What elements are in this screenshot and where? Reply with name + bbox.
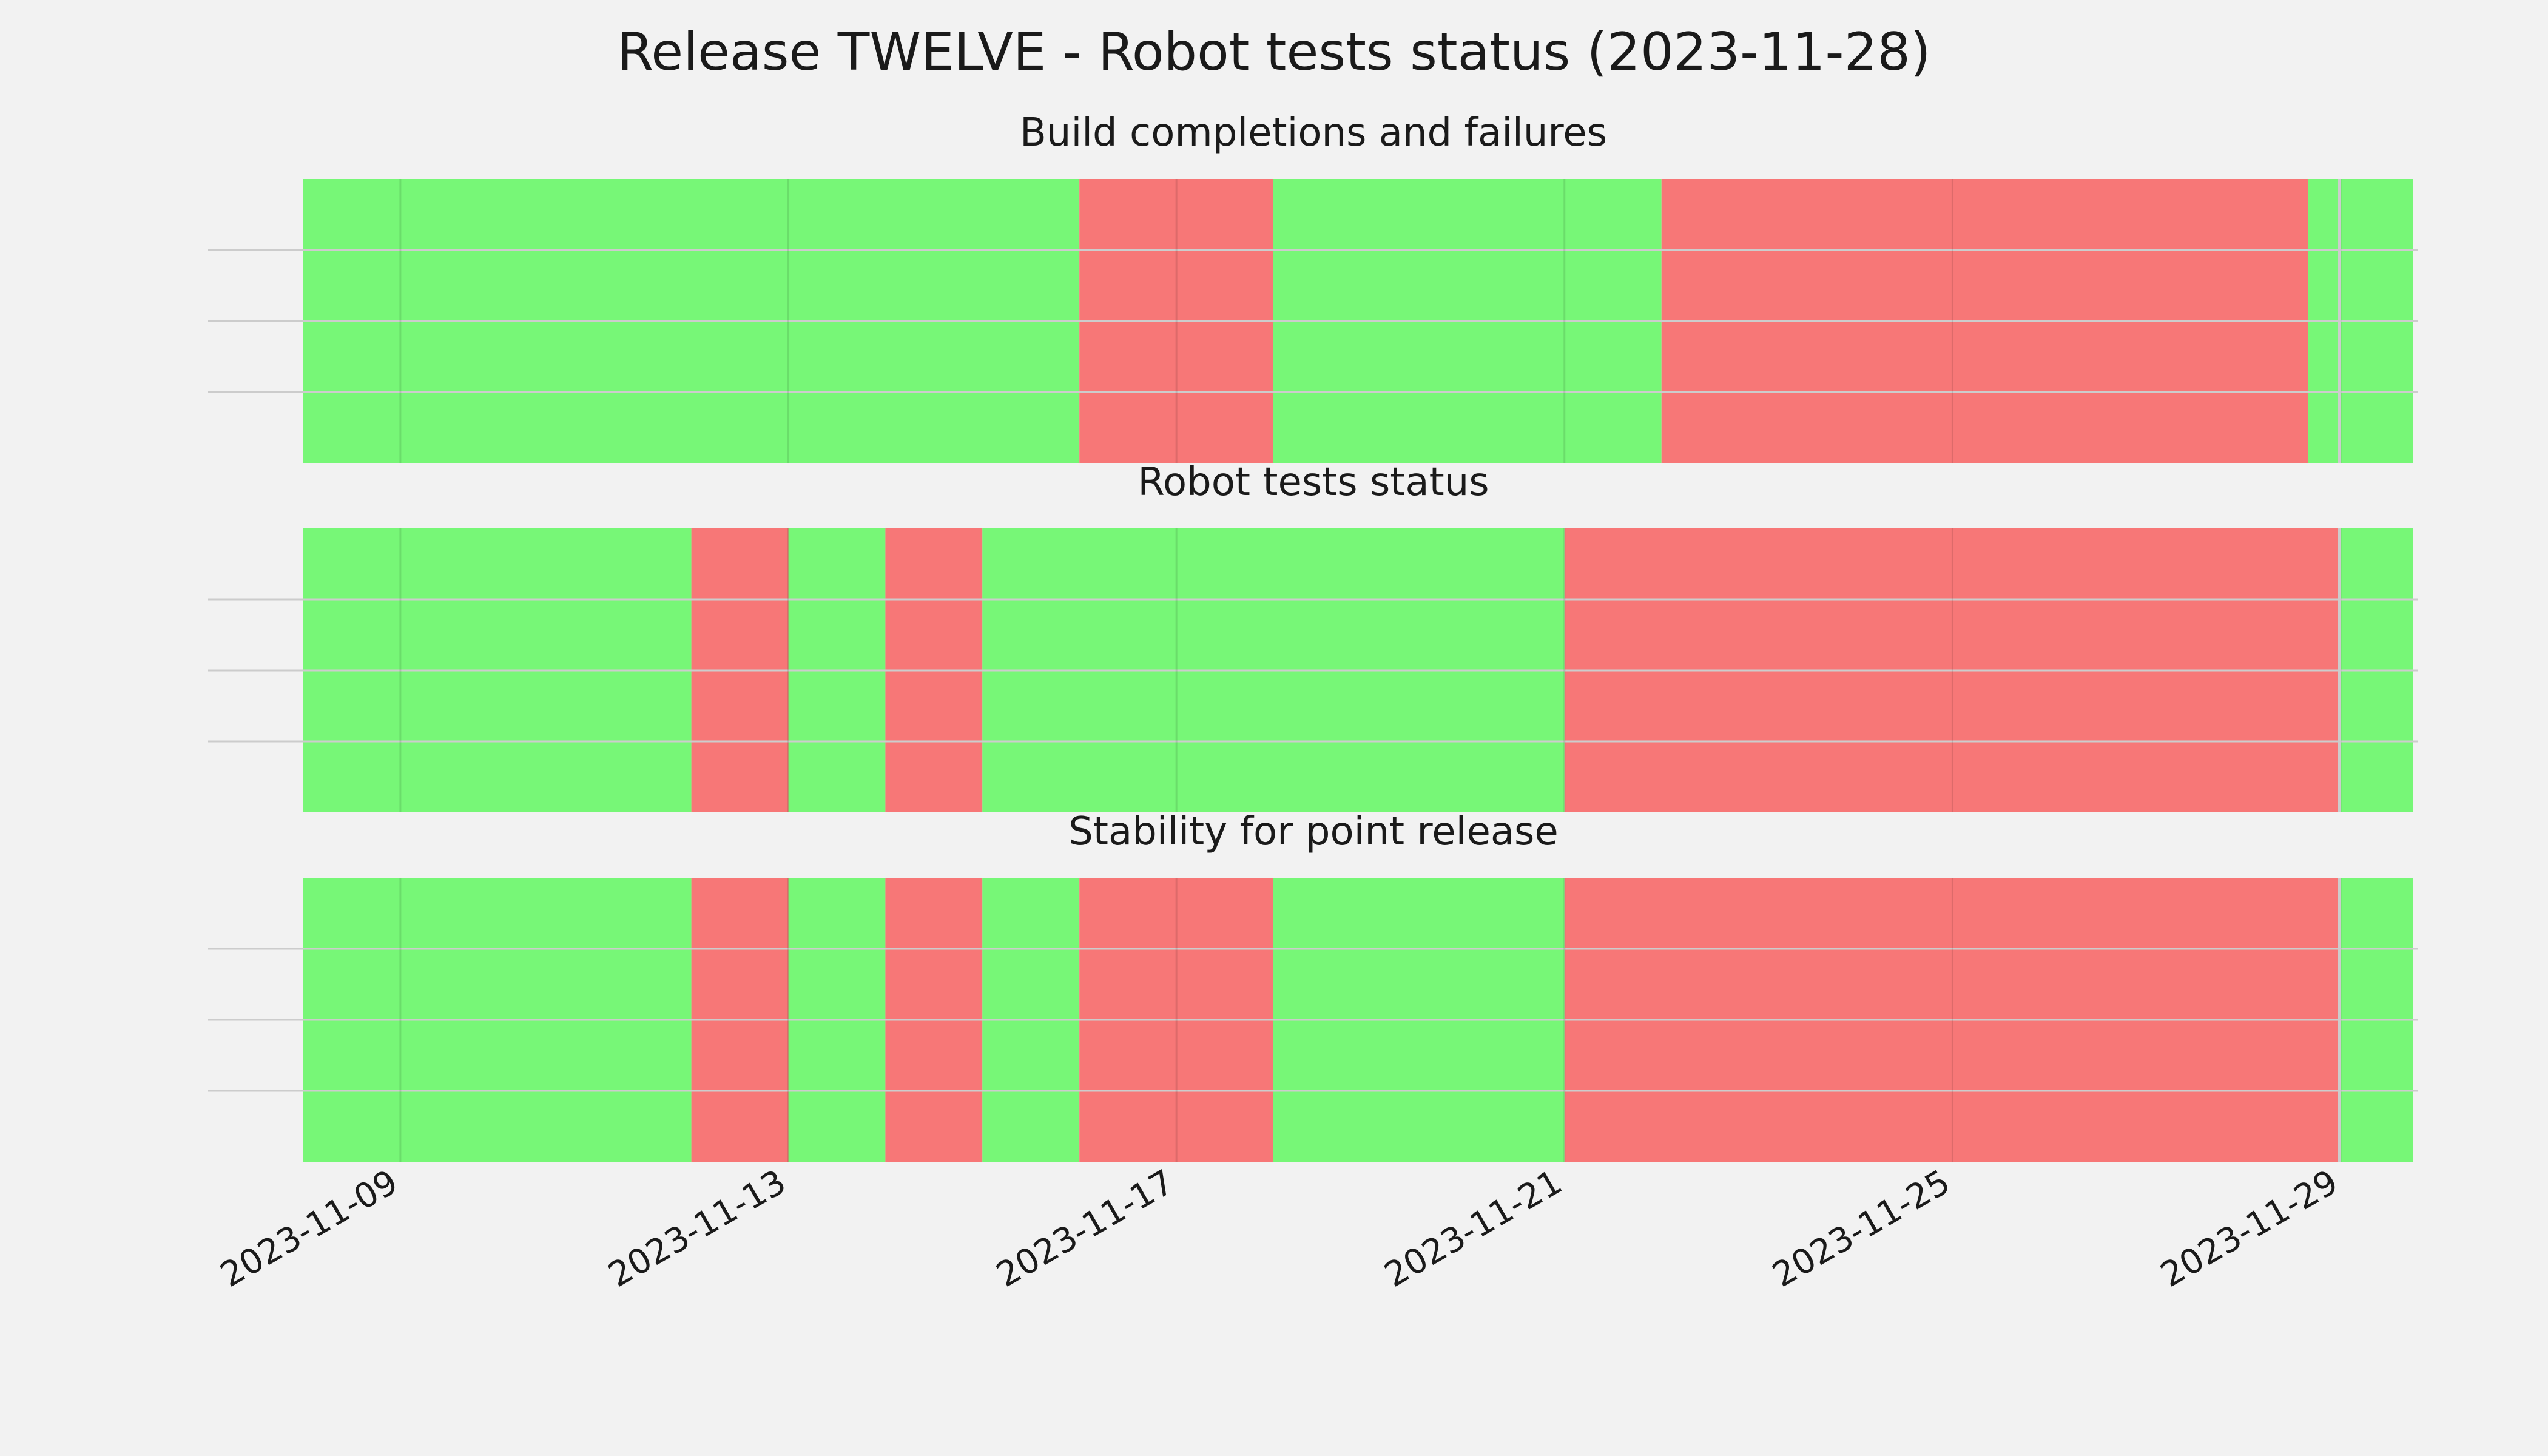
panel-2: Robot tests status [208,460,2418,812]
panel-title: Robot tests status [1138,460,1489,505]
chart-title: Release TWELVE - Robot tests status (202… [617,22,1930,83]
panel-title: Stability for point release [1068,809,1559,854]
panel-3: Stability for point release [208,809,2418,1162]
panel-title: Build completions and failures [1020,110,1607,155]
panel-1: Build completions and failures [208,110,2418,463]
panels-group: Build completions and failures Robot test… [208,110,2418,1162]
